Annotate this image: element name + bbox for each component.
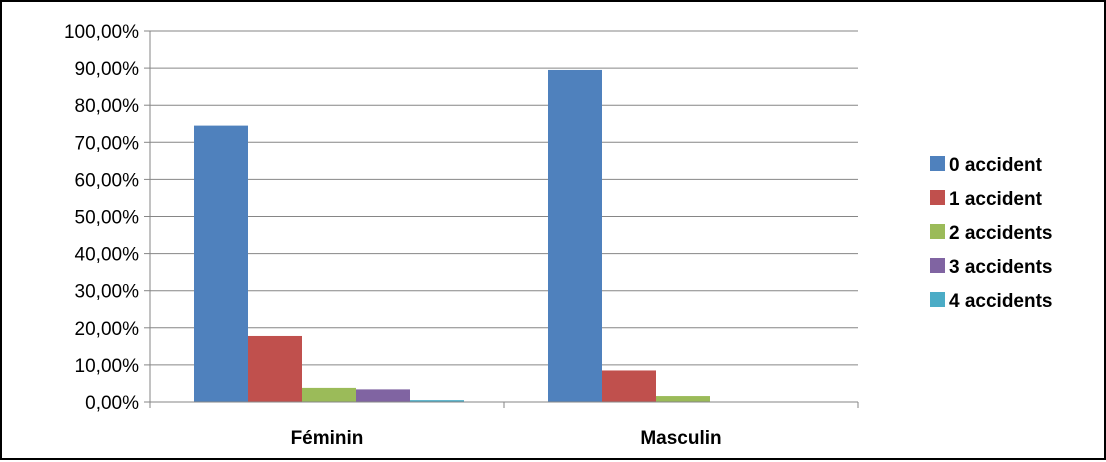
legend-swatch [930, 190, 945, 205]
bars [194, 69, 710, 402]
bar-3-accidents-Féminin [356, 389, 410, 402]
y-tick-label: 60,00% [75, 170, 140, 191]
legend: 0 accident 1 accident 2 accidents 3 acciden… [930, 155, 1053, 312]
legend-label: 0 accident [949, 155, 1043, 176]
bar-2-accidents-Féminin [302, 387, 356, 402]
bar-2-accidents-Masculin [656, 396, 710, 402]
x-category-label: Masculin [640, 428, 721, 449]
y-tick-label: 80,00% [75, 96, 140, 117]
legend-swatch [930, 156, 945, 171]
bar-1-accident-Masculin [602, 370, 656, 402]
y-axis: 0,00% 10,00% 20,00% 30,00% 40,00% 50,00% 60,00… [64, 22, 151, 414]
y-tick-label: 20,00% [75, 319, 140, 340]
legend-label: 4 accidents [949, 291, 1053, 312]
legend-label: 2 accidents [949, 223, 1053, 244]
legend-swatch [930, 224, 945, 239]
legend-swatch [930, 258, 945, 273]
y-tick-label: 40,00% [75, 245, 140, 266]
bar-1-accident-Féminin [248, 335, 302, 402]
legend-swatch [930, 292, 945, 307]
y-tick-label: 50,00% [75, 208, 140, 229]
y-tick-label: 10,00% [75, 356, 140, 377]
y-tick-label: 0,00% [85, 393, 139, 414]
y-tick-label: 70,00% [75, 133, 140, 154]
legend-label: 3 accidents [949, 257, 1053, 278]
x-category-label: Féminin [291, 428, 364, 449]
x-axis: Féminin Masculin [149, 401, 859, 449]
bar-0-accident-Féminin [194, 125, 248, 402]
y-tick-label: 100,00% [64, 22, 139, 43]
y-tick-label: 30,00% [75, 282, 140, 303]
bar-4-accidents-Féminin [410, 400, 464, 402]
bar-0-accident-Masculin [548, 69, 602, 402]
y-tick-label: 90,00% [75, 59, 140, 80]
legend-label: 1 accident [949, 189, 1043, 210]
